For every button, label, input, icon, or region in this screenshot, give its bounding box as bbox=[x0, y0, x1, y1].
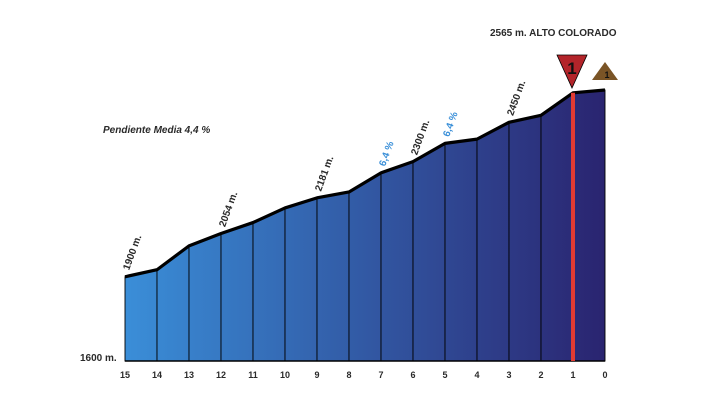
climb-category-badge: 1 bbox=[592, 62, 618, 80]
profile-segment-km-6 bbox=[412, 142, 446, 362]
x-axis-ticks: 15 14 13 12 11 10 9 8 7 6 5 4 3 2 1 0 bbox=[120, 370, 608, 380]
x-tick-label: 10 bbox=[280, 370, 290, 380]
x-tick-label: 13 bbox=[184, 370, 194, 380]
x-tick-label: 2 bbox=[538, 370, 543, 380]
profile-segment-km-4 bbox=[476, 121, 510, 362]
altitude-label: 2181 m. bbox=[313, 154, 336, 192]
profile-segment-km-12 bbox=[220, 221, 254, 362]
x-tick-label: 12 bbox=[216, 370, 226, 380]
km-marker-badge: 1 bbox=[556, 54, 588, 89]
profile-segment-km-13 bbox=[188, 232, 222, 362]
profile-segment-km-9 bbox=[316, 191, 350, 362]
elevation-line bbox=[124, 88, 606, 279]
profile-segments bbox=[124, 89, 606, 362]
km-marker-triangle bbox=[556, 54, 588, 89]
profile-segment-km-11 bbox=[252, 207, 286, 362]
gradient-label: 6,4 % bbox=[441, 110, 460, 138]
x-tick-label: 5 bbox=[442, 370, 447, 380]
climb-category-number: 1 bbox=[604, 70, 609, 80]
x-tick-label: 1 bbox=[570, 370, 575, 380]
profile-segment-km-15 bbox=[124, 269, 158, 362]
x-tick-label: 3 bbox=[506, 370, 511, 380]
x-tick-label: 9 bbox=[314, 370, 319, 380]
x-tick-label: 8 bbox=[346, 370, 351, 380]
km-marker-number: 1 bbox=[567, 59, 576, 78]
summit-title: 2565 m. ALTO COLORADO bbox=[490, 28, 617, 39]
altitude-label: 2054 m. bbox=[217, 190, 240, 228]
x-tick-label: 14 bbox=[152, 370, 162, 380]
x-tick-label: 0 bbox=[602, 370, 607, 380]
profile-segment-km-10 bbox=[284, 197, 318, 362]
x-tick-label: 11 bbox=[248, 370, 258, 380]
x-tick-label: 4 bbox=[474, 370, 479, 380]
profile-segment-km-5 bbox=[444, 138, 478, 362]
altitude-label: 1900 m. bbox=[121, 233, 144, 271]
x-tick-label: 6 bbox=[410, 370, 415, 380]
profile-segment-km-7 bbox=[380, 160, 414, 362]
profile-segment-km-2 bbox=[540, 91, 574, 362]
x-tick-label: 7 bbox=[378, 370, 383, 380]
altitude-label: 2450 m. bbox=[505, 79, 528, 117]
profile-segment-km-1 bbox=[572, 89, 606, 362]
gradient-label: 6,4 % bbox=[377, 140, 396, 168]
profile-segment-km-14 bbox=[156, 244, 190, 362]
average-gradient: Pendiente Media 4,4 % bbox=[103, 125, 210, 136]
profile-segment-km-8 bbox=[348, 172, 382, 362]
x-tick-label: 15 bbox=[120, 370, 130, 380]
profile-outline bbox=[124, 88, 606, 362]
profile-segment-km-3 bbox=[508, 114, 542, 362]
mountain-icon bbox=[592, 62, 618, 80]
baseline-label: 1600 m. bbox=[80, 353, 117, 364]
